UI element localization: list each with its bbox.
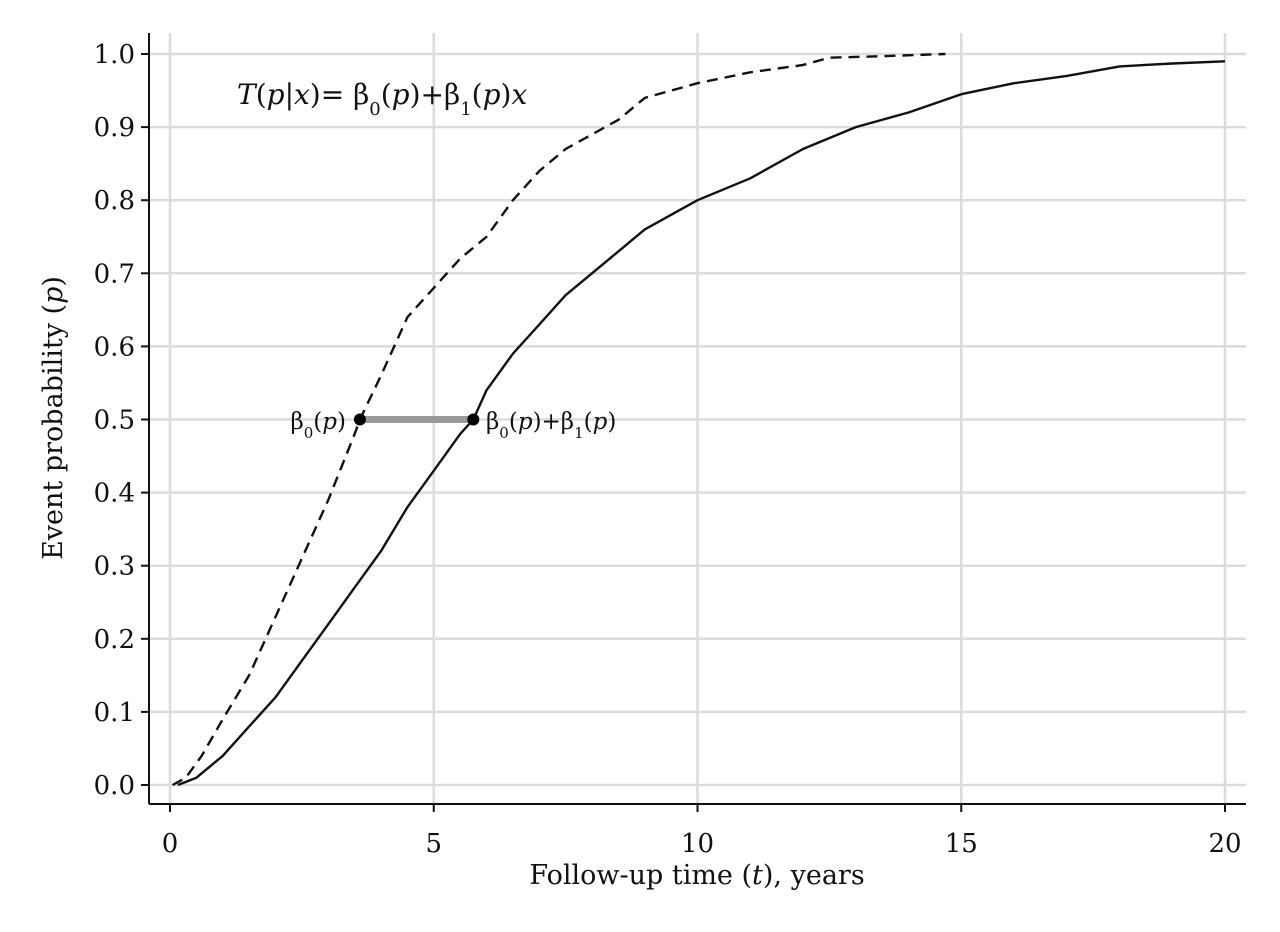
label-sum-p2: p [593, 409, 608, 435]
point-beta0 [353, 413, 366, 426]
eq-p: p [267, 78, 285, 111]
eq-b1-p: p [483, 78, 501, 111]
eq-b0-p: p [392, 78, 410, 111]
x-tick-label: 5 [425, 829, 442, 859]
x-axis-title: Follow-up time (t), years [529, 860, 864, 891]
y-tick-label: 0.1 [94, 698, 135, 728]
x-axis-title-var: t [752, 860, 763, 891]
y-axis-title: Event probability (p) [38, 276, 69, 560]
point-beta0-plus-beta1 [467, 413, 480, 426]
x-tick-label: 15 [945, 829, 978, 859]
label-beta0: β0(p) [290, 409, 346, 442]
y-tick-label: 0.7 [94, 259, 135, 289]
equation-annotation: T(p|x)= β0(p)+β1(p)x [237, 78, 527, 120]
y-tick-label: 0.8 [94, 186, 135, 216]
y-tick-label: 0.4 [94, 479, 135, 509]
x-axis-title-post: ), years [763, 860, 865, 891]
x-axis-title-pre: Follow-up time ( [529, 860, 752, 891]
eq-x2: x [511, 78, 527, 111]
y-tick-label: 0.6 [94, 332, 135, 362]
y-tick-label: 0.9 [94, 113, 135, 143]
annotation-marks [353, 413, 480, 426]
x-tick-label: 20 [1208, 829, 1241, 859]
series-line-dashed [172, 52, 946, 787]
y-tick-label: 0.3 [94, 552, 135, 582]
y-tick-label: 0.5 [94, 406, 135, 436]
y-axis-title-pre: Event probability ( [38, 304, 69, 560]
label-beta0-p: p [322, 409, 337, 435]
series-lines [172, 52, 1226, 787]
label-sum-p1: p [518, 409, 533, 435]
y-tick-label: 0.0 [94, 771, 135, 801]
x-tick-label: 10 [681, 829, 714, 859]
series-line-solid [177, 60, 1226, 787]
eq-T: T [237, 78, 258, 111]
y-tick-label: 1.0 [94, 40, 135, 70]
label-beta0-plus-beta1: β0(p)+β1(p) [486, 409, 616, 442]
y-axis-title-var: p [38, 287, 69, 304]
y-tick-label: 0.2 [94, 625, 135, 655]
y-axis-title-post: ) [38, 276, 69, 287]
eq-x: x [294, 78, 310, 111]
x-tick-label: 0 [162, 829, 179, 859]
ticks: 0.0 0.1 0.2 0.3 0.4 0.5 0.6 0.7 0.8 0.9 1.0 0 5 10 15 2… [94, 40, 1242, 859]
